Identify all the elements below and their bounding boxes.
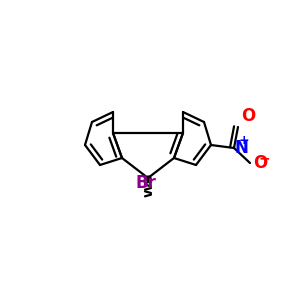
Text: +: + <box>239 134 249 148</box>
Text: O: O <box>241 107 255 125</box>
Text: Br: Br <box>136 174 156 192</box>
Text: O: O <box>253 154 267 172</box>
Text: −: − <box>258 151 270 165</box>
Text: N: N <box>235 139 249 157</box>
